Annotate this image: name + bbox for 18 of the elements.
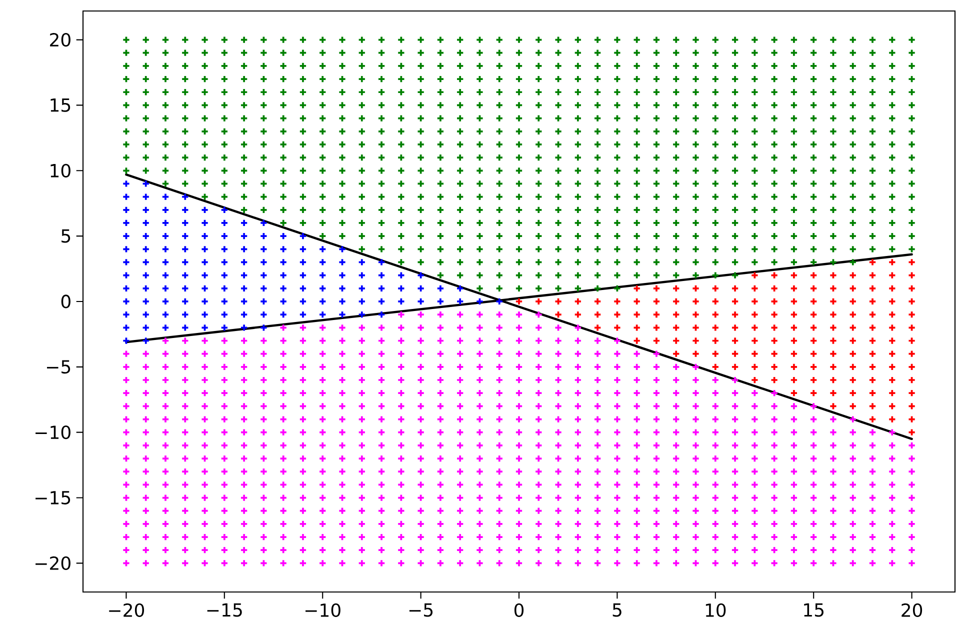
x-tick-label: −20 (109, 603, 144, 617)
y-tick-label: 20 (50, 32, 70, 47)
x-tick-label: −5 (409, 603, 433, 617)
x-tick-label: 15 (804, 603, 824, 617)
y-tick-label: −5 (47, 360, 70, 374)
y-tick-label: −10 (36, 426, 70, 440)
y-tick-label: −15 (36, 491, 70, 504)
x-tick-label: 0 (514, 603, 524, 617)
x-tick-label: −15 (207, 603, 242, 617)
x-tick-label: 20 (902, 603, 922, 617)
x-tick-label: −10 (306, 603, 340, 617)
x-tick-label: 10 (706, 603, 726, 617)
y-tick-label: −20 (36, 556, 70, 570)
y-tick-label: 15 (50, 98, 70, 112)
y-tick-label: 5 (62, 229, 70, 243)
x-tick-label: 5 (612, 603, 622, 617)
y-tick-label: 0 (61, 294, 70, 308)
y-tick-label: 10 (50, 164, 70, 178)
